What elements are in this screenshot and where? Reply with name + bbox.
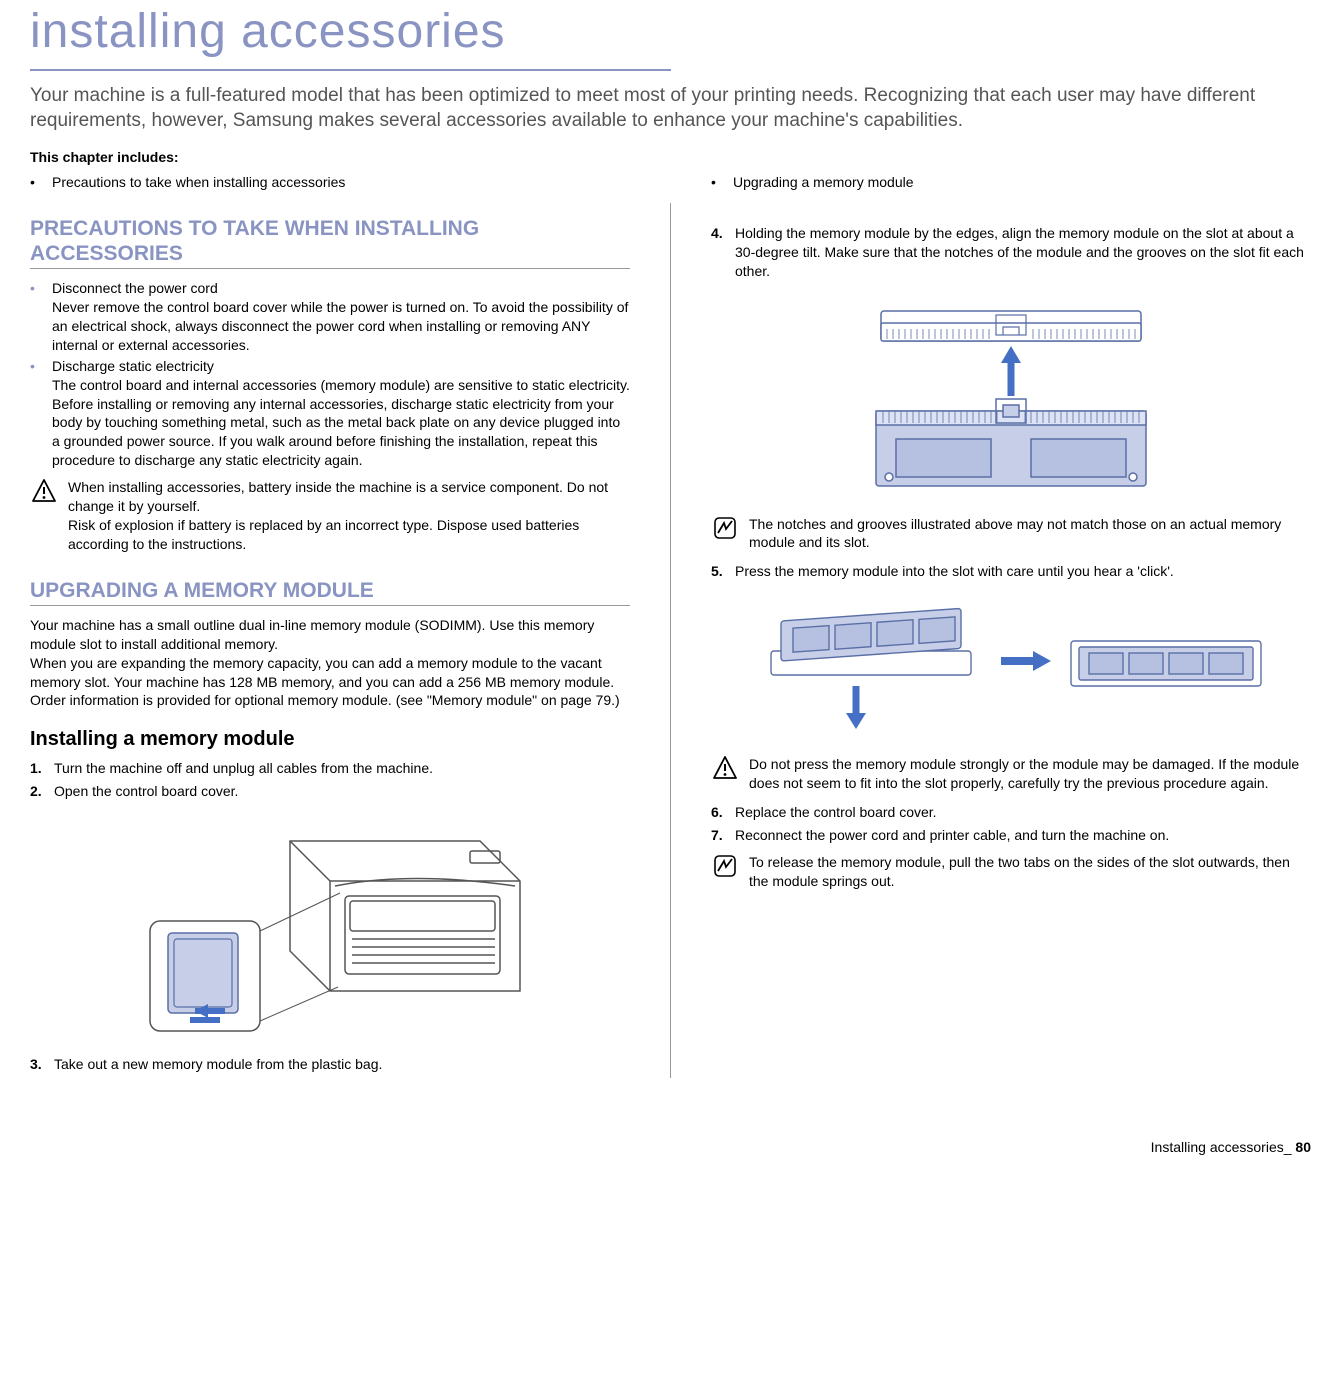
figure-press-click (711, 591, 1311, 741)
section-heading-upgrade: UPGRADING A MEMORY MODULE (30, 578, 630, 603)
upgrade-intro: Your machine has a small outline dual in… (30, 616, 630, 710)
step-number: 5. (711, 562, 735, 581)
warning-press: Do not press the memory module strongly … (711, 755, 1311, 793)
step-6: 6. Replace the control board cover. (711, 803, 1311, 822)
step-text: Turn the machine off and unplug all cabl… (54, 759, 433, 778)
step-3: 3. Take out a new memory module from the… (30, 1055, 630, 1074)
toc-bullet: • (30, 173, 52, 192)
toc-item-left: • Precautions to take when installing ac… (30, 173, 630, 192)
step-4: 4. Holding the memory module by the edge… (711, 224, 1311, 281)
note-text: The notches and grooves illustrated abov… (749, 515, 1311, 553)
section-rule (30, 268, 630, 269)
section-heading-precautions: PRECAUTIONS TO TAKE WHEN INSTALLING ACCE… (30, 216, 630, 266)
precaution-item-1: • Disconnect the power cord Never remove… (30, 279, 630, 355)
step-number: 6. (711, 803, 735, 822)
warning-icon (30, 478, 58, 506)
warning-text: When installing accessories, battery ins… (68, 478, 630, 554)
page-title: installing accessories (30, 0, 671, 71)
step-text: Replace the control board cover. (735, 803, 937, 822)
precaution-body: Disconnect the power cord Never remove t… (52, 279, 630, 355)
step-number: 7. (711, 826, 735, 845)
step-text: Take out a new memory module from the pl… (54, 1055, 382, 1074)
note-icon (711, 853, 739, 881)
bullet-dot: • (30, 357, 52, 470)
precaution-lead: Disconnect the power cord (52, 280, 218, 296)
step-text: Holding the memory module by the edges, … (735, 224, 1311, 281)
section-rule (30, 605, 630, 606)
precaution-body: Discharge static electricity The control… (52, 357, 630, 470)
step-5: 5. Press the memory module into the slot… (711, 562, 1311, 581)
step-text: Reconnect the power cord and printer cab… (735, 826, 1169, 845)
step-number: 3. (30, 1055, 54, 1074)
toc-bullet: • (711, 173, 733, 192)
warning-text: Do not press the memory module strongly … (749, 755, 1311, 793)
installing-subheading: Installing a memory module (30, 726, 630, 753)
precaution-lead: Discharge static electricity (52, 358, 214, 374)
precaution-text: Never remove the control board cover whi… (52, 299, 628, 353)
step-number: 2. (30, 782, 54, 801)
column-left: • Precautions to take when installing ac… (30, 173, 630, 1078)
footer-page-number: 80 (1295, 1139, 1311, 1155)
figure-slot-align (711, 291, 1311, 501)
note-release: To release the memory module, pull the t… (711, 853, 1311, 891)
step-text: Open the control board cover. (54, 782, 238, 801)
bullet-dot: • (30, 279, 52, 355)
note-icon (711, 515, 739, 543)
precaution-text: The control board and internal accessori… (52, 377, 630, 469)
warning-icon (711, 755, 739, 783)
column-divider (670, 203, 671, 1078)
step-number: 4. (711, 224, 735, 281)
step-text: Press the memory module into the slot wi… (735, 562, 1174, 581)
step-7: 7. Reconnect the power cord and printer … (711, 826, 1311, 845)
precaution-item-2: • Discharge static electricity The contr… (30, 357, 630, 470)
battery-warning: When installing accessories, battery ins… (30, 478, 630, 554)
page-footer: Installing accessories_ 80 (30, 1138, 1311, 1157)
step-1: 1. Turn the machine off and unplug all c… (30, 759, 630, 778)
chapter-includes-label: This chapter includes: (30, 148, 1311, 167)
figure-printer (30, 811, 630, 1041)
intro-paragraph: Your machine is a full-featured model th… (30, 83, 1311, 134)
toc-text-left: Precautions to take when installing acce… (52, 173, 345, 192)
step-2: 2. Open the control board cover. (30, 782, 630, 801)
toc-item-right: • Upgrading a memory module (711, 173, 1311, 192)
note-text: To release the memory module, pull the t… (749, 853, 1311, 891)
toc-text-right: Upgrading a memory module (733, 173, 914, 192)
note-notches: The notches and grooves illustrated abov… (711, 515, 1311, 553)
column-right: • Upgrading a memory module 4. Holding t… (711, 173, 1311, 1078)
footer-label: Installing accessories_ (1151, 1139, 1292, 1155)
step-number: 1. (30, 759, 54, 778)
main-two-columns: • Precautions to take when installing ac… (30, 173, 1311, 1078)
